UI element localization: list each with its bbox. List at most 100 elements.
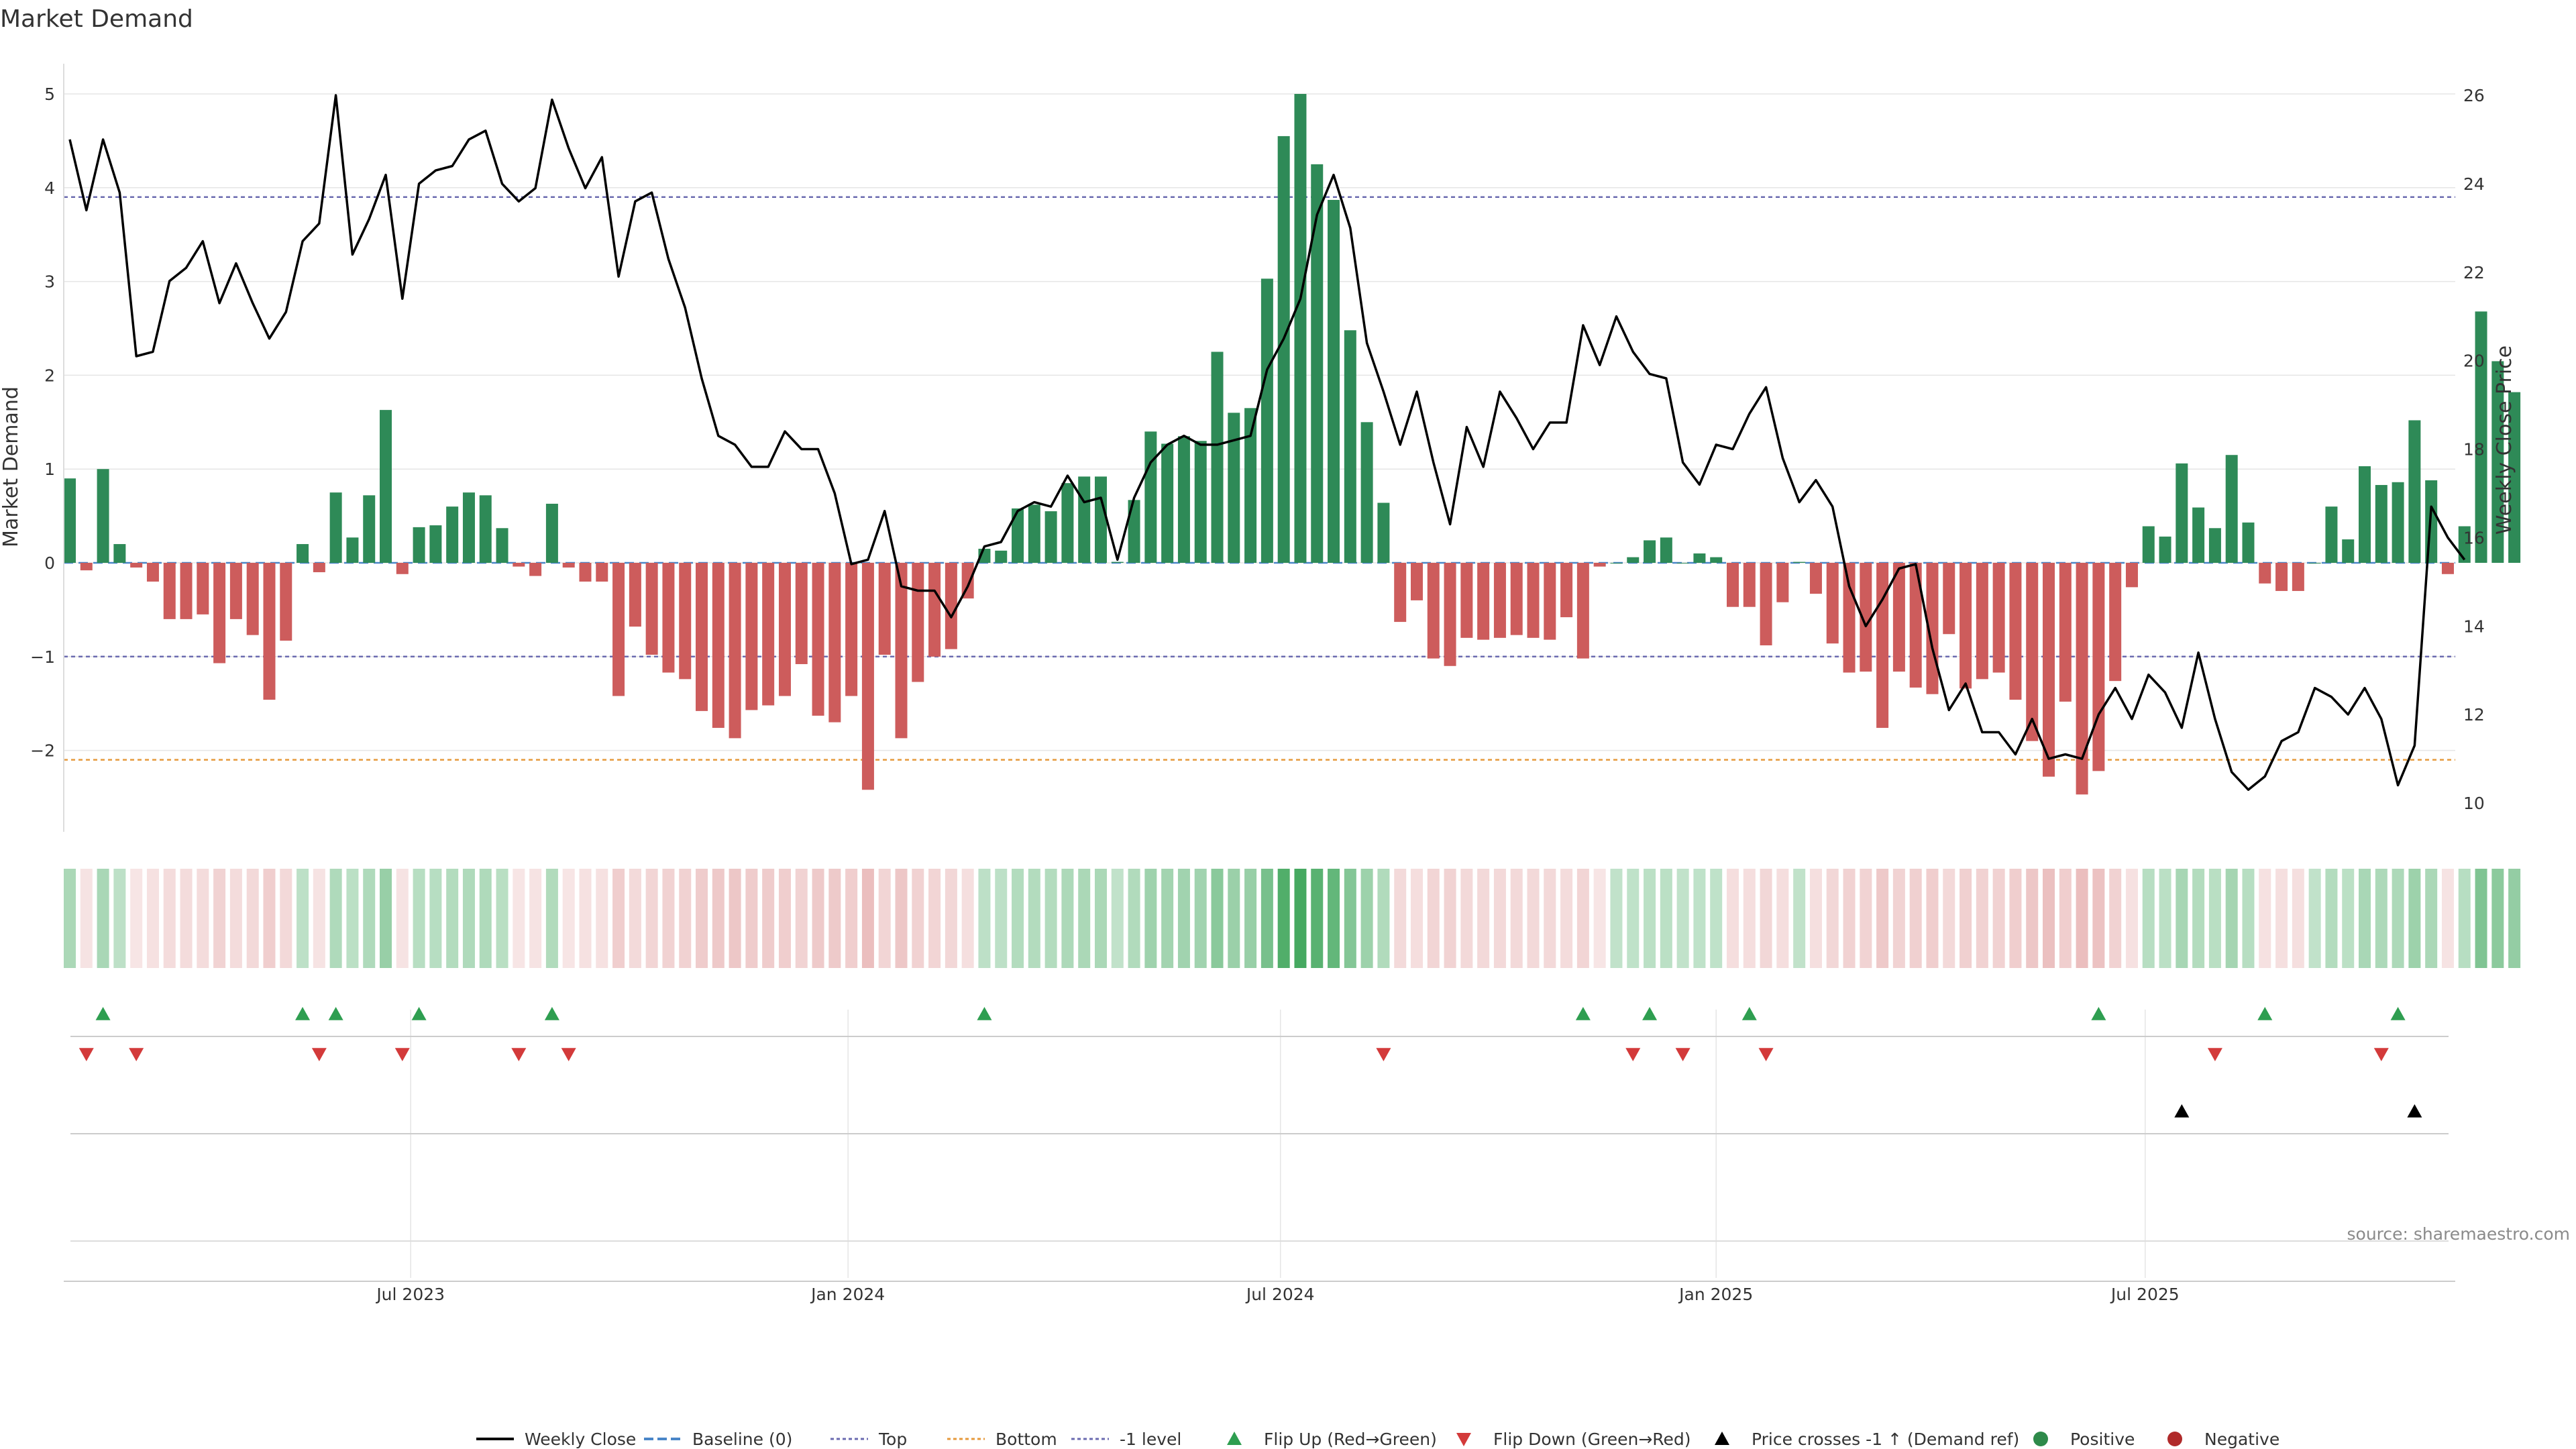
y-tick-label: 2 (44, 366, 55, 385)
heatstrip-cell (2275, 869, 2288, 968)
demand-bar (795, 563, 808, 664)
flip-down-marker (2207, 1048, 2222, 1061)
heatstrip-cell (1061, 869, 1074, 968)
heatstrip-cell (579, 869, 592, 968)
heatstrip-cell (861, 869, 874, 968)
heatstrip-cell (1644, 869, 1656, 968)
reference-lines (64, 196, 2455, 761)
demand-bar (1843, 563, 1856, 673)
demand-bar (1094, 476, 1107, 563)
heatstrip-cell (1510, 869, 1523, 968)
legend-item: Weekly Close (476, 1430, 636, 1449)
flip-up-marker (411, 1007, 427, 1020)
demand-bar (2192, 507, 2205, 563)
demand-bar (1344, 330, 1356, 563)
demand-bar (1128, 500, 1140, 563)
demand-bar (280, 563, 292, 641)
heatstrip-cell (1776, 869, 1789, 968)
demand-bar (1177, 436, 1190, 563)
heatstrip-cell (1493, 869, 1506, 968)
demand-bar (1793, 561, 1806, 563)
heatstrip-cell (246, 869, 259, 968)
demand-bar (596, 563, 608, 582)
heatstrip-cell (2441, 869, 2454, 968)
flip-down-marker (561, 1048, 576, 1061)
flip-up-marker (2091, 1007, 2106, 1020)
demand-bar (928, 563, 941, 657)
demand-bar (1394, 563, 1407, 623)
demand-bar (229, 563, 242, 619)
y-tick-label: 1 (44, 460, 55, 479)
heatstrip-cell (2342, 869, 2355, 968)
demand-bar (861, 563, 874, 790)
y2-tick-label: 16 (2463, 528, 2485, 547)
heatstrip-cell (945, 869, 957, 968)
demand-bar (895, 563, 908, 739)
heatstrip-cell (297, 869, 309, 968)
heatstrip-cell (1926, 869, 1939, 968)
demand-bar (812, 563, 824, 716)
demand-bar (995, 550, 1008, 563)
heatstrip-cell (612, 869, 625, 968)
demand-bar (130, 563, 143, 568)
demand-bar (1676, 563, 1689, 564)
demand-bar (1660, 537, 1672, 563)
heatstrip-cell (596, 869, 608, 968)
heatstrip-cell (1477, 869, 1490, 968)
demand-bar (679, 563, 692, 680)
heatstrip-cell (2425, 869, 2438, 968)
demand-bar (2508, 392, 2521, 563)
y-tick-label: 5 (44, 85, 55, 104)
demand-bar (1028, 504, 1040, 563)
heatstrip-cell (1144, 869, 1157, 968)
heatstrip-cell (712, 869, 724, 968)
heatstrip-cell (2092, 869, 2105, 968)
heatstrip-cell (696, 869, 708, 968)
flip-down-marker (511, 1048, 527, 1061)
heatstrip-cell (146, 869, 159, 968)
heatstrip-cell (2026, 869, 2039, 968)
heatstrip-cell (1760, 869, 1772, 968)
demand-bar (2392, 482, 2404, 563)
heatstrip-cell (1627, 869, 1640, 968)
heatstrip-cell (363, 869, 376, 968)
heatstrip-cell (1211, 869, 1224, 968)
heatstrip-cell (2308, 869, 2321, 968)
heatstrip-cell (1660, 869, 1672, 968)
demand-bar (2441, 563, 2454, 574)
legend-item: Top (830, 1430, 907, 1449)
source-note: source: sharemaestro.com (2347, 1224, 2571, 1244)
demand-bar (1892, 563, 1905, 672)
demand-bar (2109, 563, 2122, 682)
demand-bar (1493, 563, 1506, 638)
demand-bar (2142, 526, 2155, 563)
demand-bar (729, 563, 741, 739)
heatstrip-cell (64, 869, 76, 968)
demand-bar (762, 563, 775, 706)
x-tick-label: Jul 2024 (1245, 1285, 1315, 1304)
heatstrip-cell (479, 869, 492, 968)
heatstrip-cell (1044, 869, 1057, 968)
y-tick-label: 3 (44, 272, 55, 292)
x-tick-label: Jul 2025 (2110, 1285, 2180, 1304)
legend-swatch-triangle-down (1456, 1433, 1471, 1446)
heatstrip-cell (1793, 869, 1806, 968)
y-tick-label: −2 (30, 741, 55, 761)
heatstrip-cell (629, 869, 641, 968)
x-tick-label: Jul 2023 (375, 1285, 445, 1304)
demand-bar (313, 563, 325, 572)
flip-up-marker (2257, 1007, 2273, 1020)
demand-bar (1992, 563, 2005, 673)
legend-item: -1 level (1071, 1430, 1181, 1449)
heatstrip-cell (80, 869, 93, 968)
heatstrip-cell (729, 869, 741, 968)
demand-bar (2059, 563, 2072, 702)
heatstrip-cell (2259, 869, 2271, 968)
demand-bar (1410, 563, 1423, 600)
demand-bar (778, 563, 791, 696)
legend-label: Price crosses -1 ↑ (Demand ref) (1752, 1430, 2019, 1449)
demand-bar (579, 563, 592, 582)
demand-bar (113, 544, 126, 563)
